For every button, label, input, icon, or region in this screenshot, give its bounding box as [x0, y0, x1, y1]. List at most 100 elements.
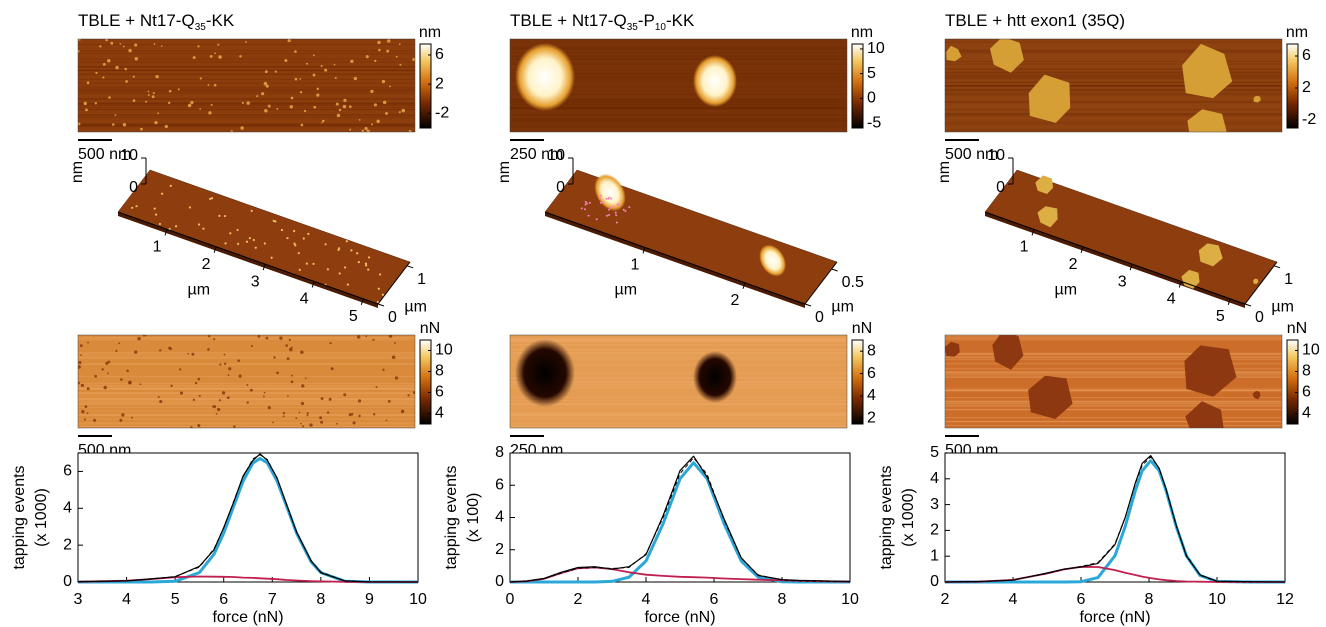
- particle: [263, 396, 265, 398]
- y-tick: [1274, 266, 1280, 268]
- particle: [307, 233, 309, 235]
- y-axis-label: (x 100): [465, 493, 482, 543]
- y-tick: [407, 266, 413, 268]
- title-part: 35: [195, 22, 207, 33]
- particle: [409, 130, 412, 133]
- scan-line: [78, 70, 415, 71]
- y-tick: [805, 304, 811, 306]
- particle: [107, 372, 109, 374]
- particle: [370, 90, 373, 93]
- particle: [119, 419, 122, 422]
- y-tick-label: 8: [495, 444, 504, 461]
- particle: [161, 45, 163, 47]
- particle: [169, 90, 172, 93]
- particle: [228, 374, 230, 376]
- particle: [123, 46, 125, 48]
- scan-line: [945, 114, 1282, 115]
- particle: [250, 389, 253, 392]
- scan-line: [78, 358, 415, 359]
- scan-line: [510, 404, 847, 405]
- particle: [87, 81, 90, 84]
- scan-line: [945, 401, 1282, 402]
- particle: [251, 345, 253, 347]
- particle: [224, 215, 226, 217]
- y-axis-label: tapping events: [443, 465, 460, 569]
- artifact: [612, 206, 614, 208]
- particle: [300, 91, 302, 93]
- x-axis-label: µm: [188, 282, 211, 299]
- scan-line: [945, 82, 1282, 83]
- particle: [338, 247, 340, 249]
- y-axis-label: tapping events: [878, 465, 895, 569]
- particle: [219, 399, 221, 401]
- z-tick-label: 0: [129, 179, 138, 196]
- particle: [170, 185, 172, 187]
- artifact: [584, 208, 586, 210]
- scan-line: [78, 402, 415, 403]
- particle: [124, 68, 127, 71]
- particle: [108, 96, 111, 99]
- y-tick-label: 1: [417, 271, 426, 288]
- y-tick-label: 0: [63, 573, 72, 590]
- particle: [121, 413, 124, 416]
- scan-line: [78, 415, 415, 416]
- scan-line: [78, 399, 415, 400]
- particle: [288, 39, 291, 42]
- particle: [394, 342, 396, 344]
- particle: [264, 242, 266, 244]
- scan-line: [78, 388, 415, 389]
- y-tick-label: 0: [495, 573, 504, 590]
- particle: [301, 402, 304, 405]
- particle: [239, 55, 241, 57]
- artifact: [606, 215, 608, 217]
- colorbar: [1287, 44, 1298, 128]
- particle: [140, 128, 143, 131]
- scan-line: [78, 355, 415, 356]
- particle: [80, 344, 83, 347]
- colorbar-tick-label: 6: [1302, 47, 1311, 64]
- particle: [78, 361, 81, 364]
- scan-line: [510, 413, 847, 414]
- y-axis-label: tapping events: [11, 465, 28, 569]
- y-tick-label: 0: [1255, 309, 1264, 326]
- particle: [299, 412, 301, 414]
- aggregate: [515, 339, 575, 407]
- scan-line: [510, 107, 847, 108]
- scan-line: [78, 66, 415, 67]
- particle: [293, 230, 295, 232]
- scan-line: [945, 85, 1282, 86]
- artifact: [599, 197, 601, 199]
- colorbar: [852, 340, 863, 424]
- particle: [87, 342, 89, 344]
- particle: [283, 412, 285, 414]
- colorbar-tick-label: 10: [435, 342, 453, 359]
- particle: [112, 123, 115, 126]
- particle: [101, 368, 103, 370]
- x-tick-label: 1: [631, 257, 640, 274]
- particle: [266, 337, 269, 340]
- scan-line: [945, 337, 1282, 338]
- y-axis-label: µm: [1271, 298, 1294, 315]
- particle: [349, 413, 352, 416]
- scan-line: [78, 386, 415, 387]
- scan-line: [945, 102, 1282, 103]
- y-tick-label: 3: [930, 496, 939, 513]
- particle: [376, 386, 378, 388]
- particle: [303, 237, 305, 239]
- colorbar-tick-label: 8: [867, 342, 876, 359]
- x-tick-label: 2: [1069, 256, 1078, 273]
- panel-title: TBLE + htt exon1 (35Q): [945, 11, 1125, 30]
- particle: [301, 124, 304, 127]
- scan-line: [78, 423, 415, 424]
- x-tick-label: 10: [409, 591, 427, 608]
- y-tick-label: 0: [930, 573, 939, 590]
- particle: [387, 39, 390, 42]
- particle: [190, 101, 193, 104]
- particle: [268, 406, 271, 409]
- artifact: [586, 202, 588, 204]
- scan-line: [945, 335, 1282, 336]
- scan-line: [945, 403, 1282, 404]
- particle: [365, 335, 367, 337]
- particle: [389, 85, 391, 87]
- colorbar-tick-label: 6: [435, 46, 444, 63]
